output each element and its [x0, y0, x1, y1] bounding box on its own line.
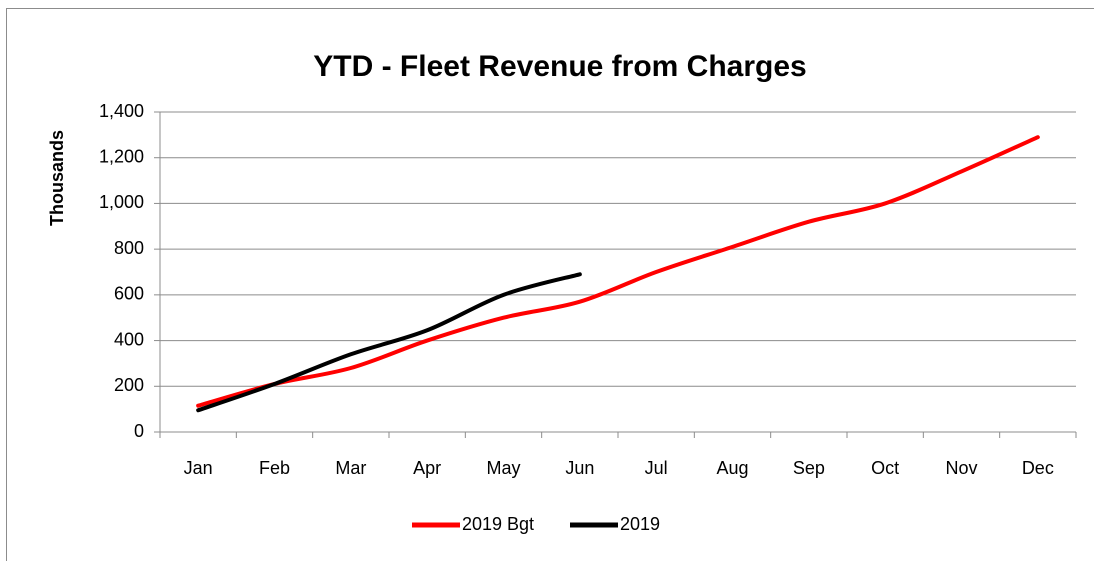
x-tick-label: May	[486, 458, 520, 478]
x-tick-label: Jul	[645, 458, 668, 478]
y-tick-label: 1,000	[99, 192, 144, 212]
chart-title: YTD - Fleet Revenue from Charges	[313, 50, 806, 83]
y-tick-label: 0	[134, 421, 144, 441]
x-tick-label: Dec	[1022, 458, 1054, 478]
x-tick-label: Jan	[184, 458, 213, 478]
chart-frame	[6, 8, 1094, 561]
y-tick-label: 800	[114, 238, 144, 258]
x-tick-label: Nov	[945, 458, 977, 478]
x-tick-label: Jun	[565, 458, 594, 478]
y-tick-label: 600	[114, 284, 144, 304]
legend-label: 2019	[620, 514, 660, 534]
x-tick-label: Aug	[716, 458, 748, 478]
x-tick-label: Apr	[413, 458, 441, 478]
x-tick-label: Sep	[793, 458, 825, 478]
series-line	[196, 135, 1040, 408]
y-tick-label: 200	[114, 375, 144, 395]
x-tick-label: Mar	[335, 458, 366, 478]
legend-label: 2019 Bgt	[462, 514, 534, 534]
y-axis-title: Thousands	[47, 130, 67, 226]
x-tick-label: Oct	[871, 458, 899, 478]
y-tick-label: 1,200	[99, 146, 144, 166]
series-line	[196, 272, 582, 413]
y-tick-label: 1,400	[99, 101, 144, 121]
y-tick-label: 400	[114, 329, 144, 349]
x-tick-label: Feb	[259, 458, 290, 478]
